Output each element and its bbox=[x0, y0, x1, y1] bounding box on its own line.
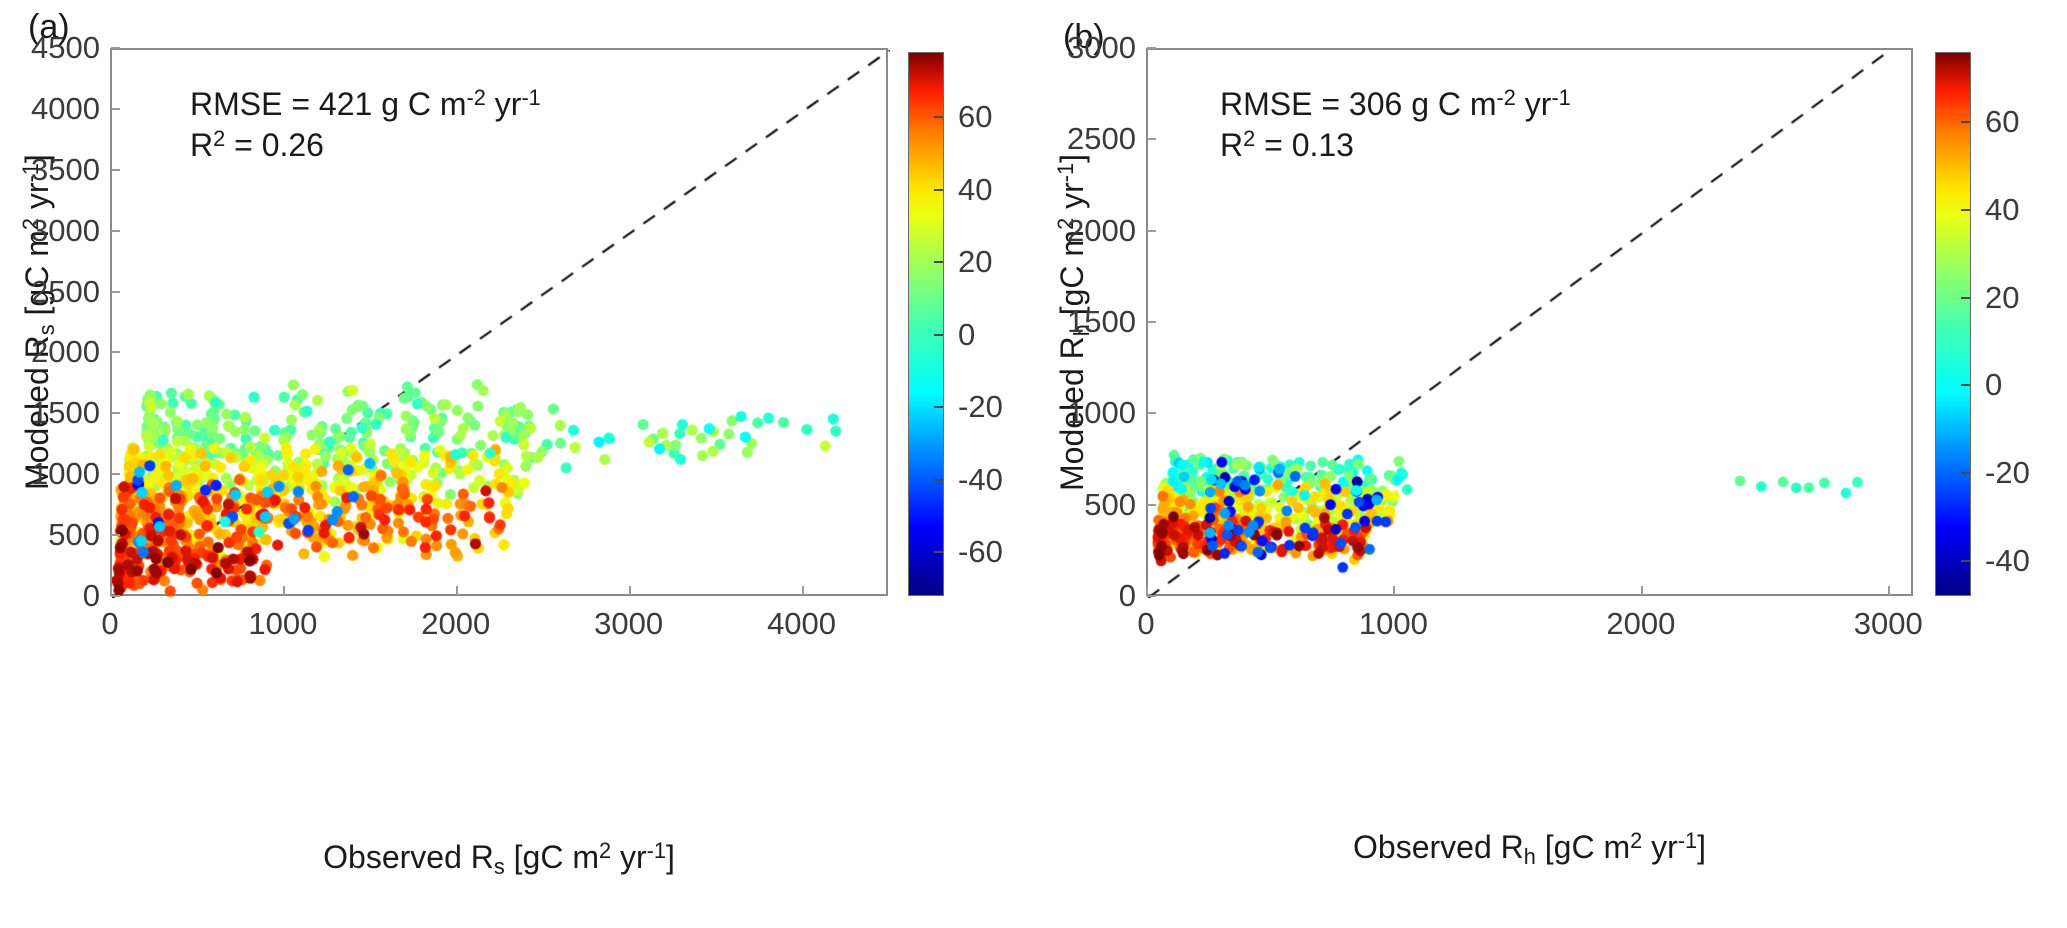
panel-a-ytick-500: 500 bbox=[48, 517, 100, 553]
panel-b-plot-area bbox=[1146, 48, 1915, 598]
panel-a-ytickmark-500 bbox=[111, 534, 120, 537]
panel-a-xtick-2000: 2000 bbox=[421, 606, 491, 641]
panel-b-ytickmark-0 bbox=[1147, 595, 1156, 597]
panel-b-xtick-3000: 3000 bbox=[1853, 606, 1923, 641]
panel-a-ytick-1000: 1000 bbox=[31, 456, 100, 492]
panel-a-xtick-4000: 4000 bbox=[767, 606, 837, 641]
panel-b-ytickmark-2500 bbox=[1147, 138, 1156, 141]
panel-a-cbtick--60: -60 bbox=[958, 534, 1003, 570]
panel-b-ytick-1000: 1000 bbox=[1067, 395, 1136, 431]
panel-a-ytick-0: 0 bbox=[82, 578, 100, 613]
panel-a-xtickmark-1000 bbox=[282, 586, 285, 595]
panel-a-scatter-canvas bbox=[112, 50, 890, 598]
panel-a-cbtickmark--20 bbox=[934, 406, 943, 409]
panel-a-cbtick-0: 0 bbox=[958, 316, 976, 352]
panel-b-colorbar bbox=[1935, 52, 1971, 596]
panel-b-cbtick-60: 60 bbox=[1985, 104, 2020, 140]
panel-a-cbtick-60: 60 bbox=[958, 99, 993, 135]
panel-b-cbtick--40: -40 bbox=[1985, 542, 2030, 578]
panel-a-ytickmark-3000 bbox=[111, 229, 120, 232]
panel-a-ytick-4500: 4500 bbox=[31, 30, 100, 65]
panel-b-cbtick-20: 20 bbox=[1985, 279, 2020, 315]
panel-b-ytick-1500: 1500 bbox=[1067, 304, 1136, 339]
panel-b-cbtickmark--40 bbox=[1961, 559, 1970, 562]
panel-b-xtick-1000: 1000 bbox=[1358, 606, 1428, 641]
panel-b-xtick-0: 0 bbox=[1137, 606, 1155, 641]
panel-a-xtickmark-4000 bbox=[801, 586, 804, 595]
panel-b-cbtickmark-40 bbox=[1961, 208, 1970, 211]
panel-b-x-axis-title: Observed Rh [gC m2 yr-1] bbox=[1353, 828, 1706, 869]
panel-b-ytickmark-1500 bbox=[1147, 321, 1156, 323]
panel-a-cbtickmark--60 bbox=[934, 551, 943, 554]
panel-b-scatter-canvas bbox=[1148, 50, 1915, 598]
panel-b-ytickmark-3000 bbox=[1147, 47, 1156, 49]
panel-b-xtick-2000: 2000 bbox=[1606, 606, 1676, 641]
panel-a-cbtickmark-20 bbox=[934, 261, 943, 264]
panel-b-ytick-0: 0 bbox=[1118, 578, 1136, 613]
panel-a-xtickmark-3000 bbox=[628, 586, 631, 595]
panel-a-colorbar-gradient bbox=[909, 53, 943, 595]
panel-b-label: (b) bbox=[1063, 18, 1105, 56]
panel-a-xtick-0: 0 bbox=[101, 606, 119, 641]
panel-a-xtickmark-0 bbox=[110, 586, 112, 595]
panel-a-ytickmark-0 bbox=[111, 595, 120, 597]
panel-b-ytick-3000: 3000 bbox=[1067, 30, 1136, 65]
panel-a-ytick-1500: 1500 bbox=[31, 395, 100, 431]
panel-a-ytickmark-4000 bbox=[111, 107, 120, 110]
panel-a-cbtick--40: -40 bbox=[958, 461, 1003, 497]
panel-b-cbtickmark--20 bbox=[1961, 472, 1970, 475]
panel-a-ytickmark-1000 bbox=[111, 473, 120, 476]
panel-a-cbtickmark-0 bbox=[934, 333, 943, 336]
panel-a-xtick-3000: 3000 bbox=[594, 606, 664, 641]
panel-a-stats-annotation: RMSE = 421 g C m-2 yr-1 R2 = 0.26 bbox=[190, 85, 541, 163]
panel-a-cbtickmark--40 bbox=[934, 478, 943, 481]
panel-a-cbtick-40: 40 bbox=[958, 171, 993, 207]
panel-a-x-axis-title: Observed Rs [gC m2 yr-1] bbox=[323, 838, 675, 879]
panel-a-ytick-4000: 4000 bbox=[31, 90, 100, 126]
panel-b-xtickmark-3000 bbox=[1888, 586, 1891, 595]
panel-a-xtick-1000: 1000 bbox=[248, 606, 318, 641]
panel-b: (b) Modeled Rh [gC m2 yr-1] 0 500 1000 1500… bbox=[1035, 0, 2067, 928]
panel-a-colorbar bbox=[908, 52, 944, 596]
panel-a-ytick-3500: 3500 bbox=[31, 151, 100, 187]
panel-a-ytick-3000: 3000 bbox=[31, 212, 100, 248]
panel-a-xtickmark-2000 bbox=[455, 586, 458, 595]
panel-a-cbtickmark-40 bbox=[934, 188, 943, 191]
panel-a-ytick-2500: 2500 bbox=[31, 273, 100, 309]
panel-b-ytickmark-500 bbox=[1147, 503, 1156, 506]
panel-a-ytick-2000: 2000 bbox=[31, 334, 100, 370]
panel-a-cbtick-20: 20 bbox=[958, 244, 993, 280]
panel-a-cbtickmark-60 bbox=[934, 116, 943, 119]
panel-b-colorbar-gradient bbox=[1936, 53, 1970, 595]
panel-b-ytickmark-1000 bbox=[1147, 412, 1156, 415]
panel-b-xtickmark-1000 bbox=[1393, 586, 1396, 595]
panel-b-ytick-2500: 2500 bbox=[1067, 121, 1136, 157]
panel-b-cbtick--20: -20 bbox=[1985, 455, 2030, 491]
panel-a-ytickmark-2500 bbox=[111, 290, 120, 293]
panel-a-cbtick--20: -20 bbox=[958, 389, 1003, 425]
panel-b-stats-annotation: RMSE = 306 g C m-2 yr-1 R2 = 0.13 bbox=[1220, 85, 1571, 163]
panel-a-ytickmark-4500 bbox=[111, 47, 120, 49]
panel-b-cbtick-0: 0 bbox=[1985, 367, 2003, 403]
panel-a-y-axis-title: Modeled Rs [gC m2 yr-1] bbox=[18, 154, 59, 490]
panel-b-cbtickmark-20 bbox=[1961, 296, 1970, 299]
panel-a-ytickmark-3500 bbox=[111, 168, 120, 171]
panel-b-xtickmark-2000 bbox=[1640, 586, 1643, 595]
panel-a-ytickmark-1500 bbox=[111, 412, 120, 415]
panel-b-cbtickmark-60 bbox=[1961, 121, 1970, 124]
panel-b-cbtickmark-0 bbox=[1961, 384, 1970, 387]
panel-b-ytickmark-2000 bbox=[1147, 229, 1156, 232]
panel-b-xtickmark-0 bbox=[1146, 586, 1148, 595]
panel-b-ytick-500: 500 bbox=[1084, 486, 1136, 522]
panel-b-ytick-2000: 2000 bbox=[1067, 212, 1136, 248]
panel-b-cbtick-40: 40 bbox=[1985, 191, 2020, 227]
panel-a: (a) Modeled Rs [gC m2 yr-1] 0 500 1000 1500… bbox=[18, 8, 1003, 879]
panel-a-ytickmark-2000 bbox=[111, 351, 120, 354]
panel-a-plot-area bbox=[110, 48, 890, 598]
panel-a-label: (a) bbox=[28, 8, 70, 46]
